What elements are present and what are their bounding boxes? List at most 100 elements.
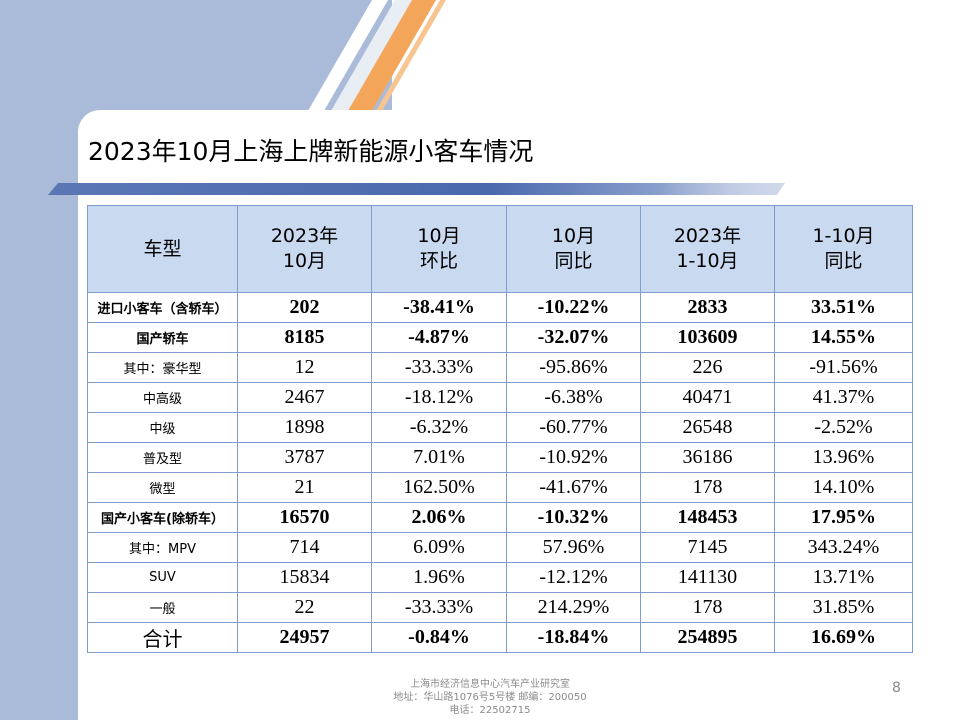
table-row: 一般 22 -33.33% 214.29% 178 31.85% <box>87 592 913 623</box>
cell-ytd-count: 148453 <box>640 502 775 533</box>
cell-ytd-yoy: -91.56% <box>774 352 913 383</box>
row-label: 国产轿车 <box>87 322 238 353</box>
footer-address: 地址：华山路1076号5号楼 邮编：200050 <box>393 692 587 703</box>
cell-ytd-yoy: 31.85% <box>774 592 913 623</box>
cell-ytd-count: 2833 <box>640 292 775 323</box>
row-label: 其中：MPV <box>87 532 238 563</box>
row-label: 其中：豪华型 <box>87 352 238 383</box>
table-header-row: 车型 2023年 10月 10月 环比 10月 同比 2023年 1-10月 1… <box>87 205 913 293</box>
cell-ytd-count: 141130 <box>640 562 775 593</box>
title-underline-fade <box>660 183 785 195</box>
header-oct-mom: 10月 环比 <box>371 205 507 293</box>
table-row: 国产小客车(除轿车） 16570 2.06% -10.32% 148453 17… <box>87 502 913 533</box>
header-vehicle-type: 车型 <box>87 205 238 293</box>
cell-oct-mom: -18.12% <box>371 382 507 413</box>
cell-oct-yoy: -18.84% <box>506 622 641 653</box>
cell-oct-count: 3787 <box>237 442 372 473</box>
cell-oct-count: 12 <box>237 352 372 383</box>
cell-ytd-count: 36186 <box>640 442 775 473</box>
cell-ytd-yoy: 33.51% <box>774 292 913 323</box>
row-label: 合计 <box>87 622 238 653</box>
cell-oct-yoy: 57.96% <box>506 532 641 563</box>
cell-oct-count: 8185 <box>237 322 372 353</box>
table-row: 中级 1898 -6.32% -60.77% 26548 -2.52% <box>87 412 913 443</box>
page-number: 8 <box>892 680 901 696</box>
cell-ytd-count: 7145 <box>640 532 775 563</box>
cell-oct-count: 714 <box>237 532 372 563</box>
cell-oct-count: 21 <box>237 472 372 503</box>
row-label: 国产小客车(除轿车） <box>87 502 238 533</box>
row-label: 中高级 <box>87 382 238 413</box>
footer-phone: 电话：22502715 <box>449 705 531 716</box>
row-label: 微型 <box>87 472 238 503</box>
cell-oct-count: 15834 <box>237 562 372 593</box>
table-row: 其中：MPV 714 6.09% 57.96% 7145 343.24% <box>87 532 913 563</box>
table-row: 其中：豪华型 12 -33.33% -95.86% 226 -91.56% <box>87 352 913 383</box>
cell-ytd-yoy: 17.95% <box>774 502 913 533</box>
cell-oct-count: 22 <box>237 592 372 623</box>
cell-oct-count: 1898 <box>237 412 372 443</box>
cell-ytd-yoy: 14.55% <box>774 322 913 353</box>
footer-org: 上海市经济信息中心汽车产业研究室 <box>410 679 570 690</box>
cell-oct-count: 202 <box>237 292 372 323</box>
cell-oct-yoy: -95.86% <box>506 352 641 383</box>
cell-ytd-count: 178 <box>640 472 775 503</box>
cell-ytd-count: 254895 <box>640 622 775 653</box>
cell-oct-mom: 2.06% <box>371 502 507 533</box>
cell-ytd-yoy: 41.37% <box>774 382 913 413</box>
header-2023-jan-oct: 2023年 1-10月 <box>640 205 775 293</box>
cell-oct-yoy: -10.22% <box>506 292 641 323</box>
cell-oct-yoy: -12.12% <box>506 562 641 593</box>
cell-oct-mom: -6.32% <box>371 412 507 443</box>
slide-title: 2023年10月上海上牌新能源小客车情况 <box>88 137 534 166</box>
row-label: 一般 <box>87 592 238 623</box>
cell-ytd-yoy: 343.24% <box>774 532 913 563</box>
footer-contact: 上海市经济信息中心汽车产业研究室 地址：华山路1076号5号楼 邮编：20005… <box>360 678 620 717</box>
cell-oct-mom: -4.87% <box>371 322 507 353</box>
cell-ytd-count: 178 <box>640 592 775 623</box>
cell-oct-yoy: 214.29% <box>506 592 641 623</box>
cell-ytd-yoy: 13.96% <box>774 442 913 473</box>
row-label: SUV <box>87 562 238 593</box>
row-label: 普及型 <box>87 442 238 473</box>
cell-oct-mom: 7.01% <box>371 442 507 473</box>
table-row: 微型 21 162.50% -41.67% 178 14.10% <box>87 472 913 503</box>
cell-ytd-count: 26548 <box>640 412 775 443</box>
registration-table: 车型 2023年 10月 10月 环比 10月 同比 2023年 1-10月 1… <box>87 205 913 653</box>
header-2023-oct: 2023年 10月 <box>237 205 372 293</box>
cell-oct-count: 2467 <box>237 382 372 413</box>
cell-oct-mom: -38.41% <box>371 292 507 323</box>
table-row: 普及型 3787 7.01% -10.92% 36186 13.96% <box>87 442 913 473</box>
cell-oct-yoy: -6.38% <box>506 382 641 413</box>
table-row: 进口小客车（含轿车） 202 -38.41% -10.22% 2833 33.5… <box>87 292 913 323</box>
cell-oct-mom: 162.50% <box>371 472 507 503</box>
cell-ytd-count: 40471 <box>640 382 775 413</box>
cell-oct-yoy: -41.67% <box>506 472 641 503</box>
header-oct-yoy: 10月 同比 <box>506 205 641 293</box>
cell-ytd-count: 103609 <box>640 322 775 353</box>
cell-oct-mom: -33.33% <box>371 352 507 383</box>
cell-ytd-yoy: -2.52% <box>774 412 913 443</box>
cell-ytd-yoy: 14.10% <box>774 472 913 503</box>
table-total-row: 合计 24957 -0.84% -18.84% 254895 16.69% <box>87 622 913 653</box>
table-row: 国产轿车 8185 -4.87% -32.07% 103609 14.55% <box>87 322 913 353</box>
row-label: 进口小客车（含轿车） <box>87 292 238 323</box>
cell-oct-count: 24957 <box>237 622 372 653</box>
cell-oct-count: 16570 <box>237 502 372 533</box>
cell-oct-yoy: -32.07% <box>506 322 641 353</box>
table-row: SUV 15834 1.96% -12.12% 141130 13.71% <box>87 562 913 593</box>
cell-oct-mom: -0.84% <box>371 622 507 653</box>
cell-oct-mom: -33.33% <box>371 592 507 623</box>
cell-oct-mom: 1.96% <box>371 562 507 593</box>
cell-oct-yoy: -10.32% <box>506 502 641 533</box>
cell-oct-yoy: -60.77% <box>506 412 641 443</box>
cell-oct-yoy: -10.92% <box>506 442 641 473</box>
header-jan-oct-yoy: 1-10月 同比 <box>774 205 913 293</box>
cell-oct-mom: 6.09% <box>371 532 507 563</box>
cell-ytd-yoy: 16.69% <box>774 622 913 653</box>
title-underline-bar <box>48 183 783 195</box>
cell-ytd-count: 226 <box>640 352 775 383</box>
row-label: 中级 <box>87 412 238 443</box>
cell-ytd-yoy: 13.71% <box>774 562 913 593</box>
table-row: 中高级 2467 -18.12% -6.38% 40471 41.37% <box>87 382 913 413</box>
